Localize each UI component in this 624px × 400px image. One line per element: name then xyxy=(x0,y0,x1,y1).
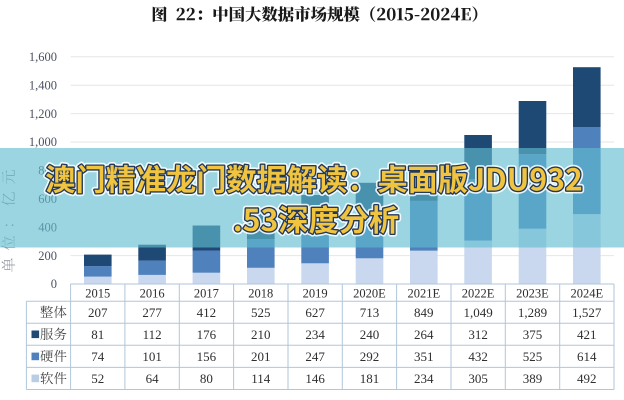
svg-text:234: 234 xyxy=(414,371,434,386)
svg-text:201: 201 xyxy=(251,349,271,364)
svg-text:80: 80 xyxy=(200,371,213,386)
svg-text:0: 0 xyxy=(51,277,57,291)
svg-text:1,049: 1,049 xyxy=(463,305,492,320)
svg-text:114: 114 xyxy=(251,371,271,386)
svg-text:181: 181 xyxy=(360,371,380,386)
svg-text:492: 492 xyxy=(577,371,597,386)
svg-text:375: 375 xyxy=(523,327,543,342)
svg-text:277: 277 xyxy=(142,305,162,320)
svg-text:2015: 2015 xyxy=(85,287,110,301)
svg-text:2022E: 2022E xyxy=(462,287,495,301)
svg-text:351: 351 xyxy=(414,349,434,364)
svg-text:64: 64 xyxy=(146,371,160,386)
svg-text:247: 247 xyxy=(305,349,325,364)
svg-text:421: 421 xyxy=(577,327,597,342)
svg-text:112: 112 xyxy=(143,327,162,342)
svg-text:525: 525 xyxy=(251,305,271,320)
svg-text:1,527: 1,527 xyxy=(572,305,602,320)
svg-text:432: 432 xyxy=(468,349,488,364)
svg-text:1,600: 1,600 xyxy=(29,50,57,64)
svg-text:146: 146 xyxy=(305,371,325,386)
svg-text:2023E: 2023E xyxy=(516,287,549,301)
svg-text:207: 207 xyxy=(88,305,108,320)
svg-text:200: 200 xyxy=(38,249,57,263)
svg-text:2016: 2016 xyxy=(140,287,165,301)
svg-text:52: 52 xyxy=(91,371,104,386)
svg-text:74: 74 xyxy=(91,349,105,364)
svg-text:305: 305 xyxy=(468,371,488,386)
svg-text:412: 412 xyxy=(197,305,217,320)
svg-text:2017: 2017 xyxy=(194,287,219,301)
svg-text:240: 240 xyxy=(360,327,380,342)
svg-text:101: 101 xyxy=(142,349,162,364)
svg-text:389: 389 xyxy=(523,371,543,386)
svg-text:614: 614 xyxy=(577,349,597,364)
svg-text:2020E: 2020E xyxy=(353,287,386,301)
svg-text:1,400: 1,400 xyxy=(29,78,57,92)
svg-text:210: 210 xyxy=(251,327,271,342)
svg-text:2021E: 2021E xyxy=(407,287,440,301)
svg-text:81: 81 xyxy=(91,327,104,342)
svg-text:2019: 2019 xyxy=(303,287,328,301)
svg-text:292: 292 xyxy=(360,349,380,364)
svg-text:1,289: 1,289 xyxy=(518,305,547,320)
svg-text:312: 312 xyxy=(468,327,488,342)
svg-text:2024E: 2024E xyxy=(570,287,603,301)
svg-text:849: 849 xyxy=(414,305,434,320)
svg-text:264: 264 xyxy=(414,327,434,342)
svg-text:2018: 2018 xyxy=(248,287,273,301)
svg-text:1,200: 1,200 xyxy=(29,107,57,121)
svg-text:525: 525 xyxy=(523,349,543,364)
svg-text:234: 234 xyxy=(305,327,325,342)
svg-text:176: 176 xyxy=(197,327,217,342)
svg-text:156: 156 xyxy=(197,349,217,364)
svg-text:1,000: 1,000 xyxy=(29,135,57,149)
svg-text:713: 713 xyxy=(360,305,380,320)
svg-text:627: 627 xyxy=(305,305,325,320)
